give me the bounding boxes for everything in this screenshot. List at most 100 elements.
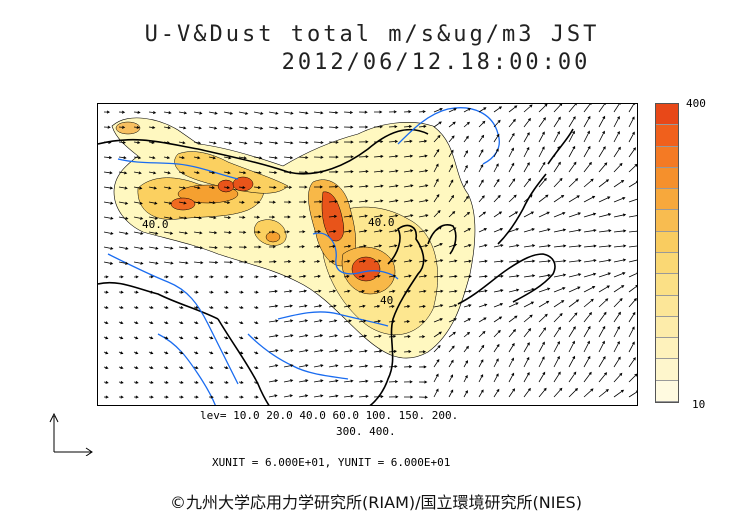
wind-arrow bbox=[523, 372, 530, 383]
wind-arrow bbox=[313, 245, 321, 249]
wind-arrow bbox=[208, 290, 214, 294]
wind-arrow bbox=[343, 199, 354, 203]
wind-arrow bbox=[613, 372, 623, 383]
wind-arrow bbox=[313, 364, 324, 368]
wind-arrow bbox=[298, 274, 307, 278]
wind-arrow bbox=[223, 230, 232, 235]
wind-arrow bbox=[208, 111, 218, 115]
wind-arrow bbox=[433, 331, 442, 338]
wind-arrow bbox=[103, 140, 112, 144]
wind-arrow bbox=[103, 366, 109, 370]
wind-arrow bbox=[568, 104, 577, 113]
wind-arrow bbox=[613, 229, 627, 233]
wind-arrow bbox=[328, 111, 339, 115]
wind-arrow bbox=[388, 214, 399, 218]
wind-arrow bbox=[463, 211, 471, 218]
wind-arrow bbox=[283, 215, 291, 219]
wind-arrow bbox=[418, 350, 427, 354]
wind-arrow bbox=[238, 336, 244, 340]
wind-arrow bbox=[328, 214, 338, 218]
colorbar-max-label: 400 bbox=[686, 97, 706, 110]
wind-arrow bbox=[193, 275, 199, 279]
wind-arrow bbox=[508, 315, 518, 323]
wind-arrow bbox=[253, 366, 259, 370]
wind-arrow bbox=[283, 156, 294, 160]
wind-arrow bbox=[463, 390, 468, 398]
wind-arrow bbox=[178, 186, 187, 190]
wind-arrow bbox=[463, 108, 471, 113]
wind-arrow bbox=[583, 244, 597, 248]
wind-arrow bbox=[343, 334, 353, 338]
wind-arrow bbox=[598, 104, 607, 113]
wind-arrow bbox=[328, 170, 339, 174]
wind-arrow bbox=[253, 351, 259, 355]
wind-arrow bbox=[328, 334, 338, 338]
wind-arrow bbox=[553, 300, 565, 308]
wind-arrow bbox=[238, 305, 244, 309]
wind-arrow bbox=[583, 355, 591, 368]
wind-arrow bbox=[418, 274, 428, 278]
wind-arrow bbox=[598, 356, 606, 368]
wind-arrow bbox=[598, 272, 612, 278]
wind-arrow bbox=[508, 274, 520, 278]
wind-arrow bbox=[568, 299, 580, 308]
wind-arrow bbox=[313, 140, 324, 145]
wind-arrow bbox=[253, 215, 261, 219]
wind-arrow bbox=[403, 289, 412, 293]
chart-timestamp: 2012/06/12.18:00:00 bbox=[281, 50, 591, 75]
wind-arrow bbox=[223, 171, 231, 175]
wind-arrow bbox=[148, 380, 154, 384]
wind-arrow bbox=[463, 259, 472, 263]
wind-arrow bbox=[238, 321, 244, 325]
wind-arrow bbox=[298, 349, 309, 353]
wind-arrow bbox=[418, 229, 429, 233]
wind-arrow bbox=[538, 244, 551, 248]
wind-arrow bbox=[478, 389, 484, 398]
wind-arrow bbox=[163, 231, 174, 235]
wind-arrow bbox=[433, 163, 439, 173]
wind-arrow bbox=[268, 289, 278, 293]
wind-arrow bbox=[358, 184, 369, 188]
copyright-notice: ©九州大学応用力学研究所(RIAM)/国立環境研究所(NIES) bbox=[170, 493, 582, 512]
wind-arrow bbox=[628, 285, 637, 293]
wind-arrow bbox=[163, 351, 169, 355]
wind-arrow bbox=[568, 145, 576, 158]
wind-arrow bbox=[268, 334, 279, 338]
wind-arrow bbox=[613, 272, 626, 278]
wind-arrow bbox=[538, 161, 546, 173]
wind-arrow bbox=[568, 273, 582, 278]
wind-arrow bbox=[238, 290, 244, 294]
wind-arrow bbox=[388, 304, 395, 309]
wind-arrow bbox=[163, 366, 169, 370]
wind-arrow bbox=[448, 227, 457, 233]
wind-arrow bbox=[238, 141, 248, 145]
wind-arrow bbox=[313, 304, 323, 308]
wind-arrow bbox=[598, 285, 610, 293]
wind-arrow bbox=[223, 156, 232, 160]
wind-arrow bbox=[328, 229, 337, 233]
wind-arrow bbox=[403, 259, 413, 263]
wind-arrow bbox=[283, 260, 292, 264]
wind-arrow bbox=[343, 170, 354, 174]
wind-arrow bbox=[298, 334, 309, 338]
wind-arrow bbox=[343, 364, 354, 368]
wind-arrow bbox=[313, 334, 324, 338]
wind-arrow bbox=[523, 259, 536, 263]
wind-arrow bbox=[178, 275, 184, 279]
wind-arrow bbox=[343, 214, 353, 218]
wind-arrow bbox=[478, 134, 485, 143]
wind-arrow bbox=[613, 325, 620, 338]
wind-arrow bbox=[223, 395, 229, 399]
wind-arrow bbox=[388, 154, 399, 158]
wind-arrow bbox=[223, 141, 233, 145]
wind-arrow bbox=[193, 171, 200, 175]
wind-arrow bbox=[148, 366, 154, 370]
wind-arrow bbox=[433, 304, 444, 308]
wind-arrow bbox=[133, 125, 140, 129]
wind-arrow bbox=[118, 110, 126, 114]
wind-arrow bbox=[313, 274, 321, 278]
wind-arrow bbox=[238, 215, 246, 219]
wind-arrow bbox=[148, 156, 156, 160]
colorbar-segment bbox=[656, 316, 678, 339]
wind-arrow bbox=[238, 245, 248, 249]
